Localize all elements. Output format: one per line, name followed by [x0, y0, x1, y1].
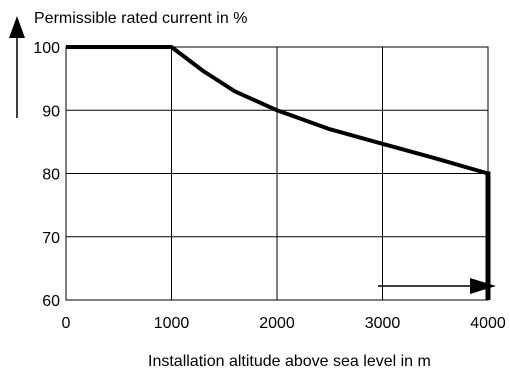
x-axis-title: Installation altitude above sea level in…	[148, 353, 431, 370]
y-tick-label: 60	[42, 293, 60, 310]
x-tick-label: 3000	[365, 315, 401, 332]
y-tick-label: 90	[42, 103, 60, 120]
x-tick-label: 4000	[470, 315, 506, 332]
y-tick-label: 70	[42, 230, 60, 247]
x-tick-label: 2000	[259, 315, 295, 332]
x-axis-arrow	[378, 278, 496, 294]
tick-labels: 0 1000 2000 3000 4000 60 70 80 90 100	[33, 40, 506, 332]
derating-curve	[66, 45, 489, 176]
y-axis-arrow	[9, 16, 25, 118]
x-tick-label: 0	[62, 315, 71, 332]
y-axis-title: Permissible rated current in %	[34, 10, 247, 27]
y-tick-label: 80	[42, 167, 60, 184]
grid	[65, 46, 489, 301]
y-tick-label: 100	[33, 40, 60, 57]
x-tick-label: 1000	[154, 315, 190, 332]
